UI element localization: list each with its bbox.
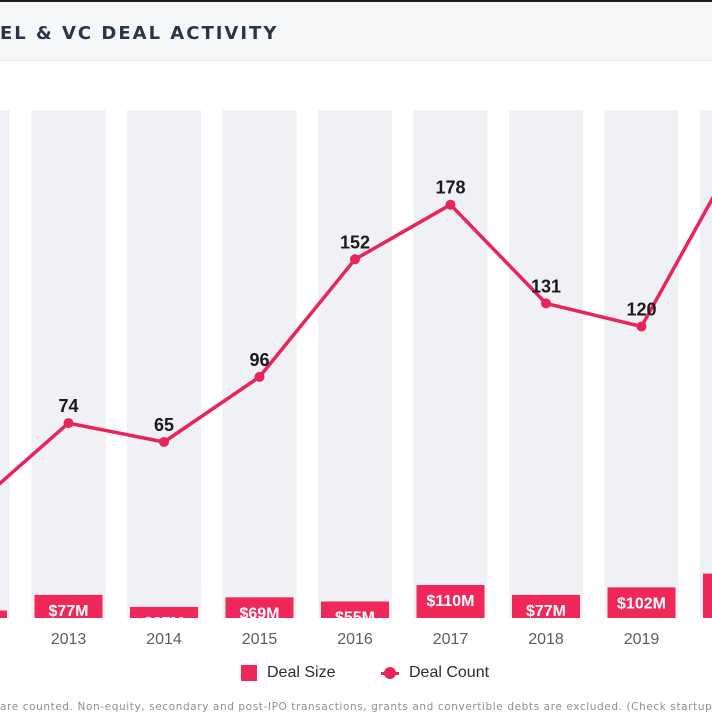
deal-size-bar[interactable] (0, 610, 7, 619)
deal-count-labels: 74 65 96 152 178 131 120 (58, 178, 656, 435)
column-background (413, 110, 488, 618)
deal-count-label: 178 (435, 178, 465, 198)
deal-count-point[interactable] (254, 371, 265, 382)
deal-size-bars (0, 573, 712, 619)
deal-size-label: $110M (426, 593, 474, 610)
deal-size-bar[interactable] (34, 594, 103, 618)
deal-size-label: $37M (144, 615, 184, 632)
x-axis-tick-labels: 2013 2014 2015 2016 2017 2018 2019 (51, 631, 660, 648)
deal-count-label: 74 (58, 396, 78, 416)
chart-legend: Deal Size Deal Count (0, 660, 712, 690)
deal-size-bar[interactable] (512, 594, 580, 618)
deal-count-label: 96 (249, 350, 269, 370)
column-background (318, 110, 392, 618)
column-background (222, 110, 297, 618)
deal-count-point[interactable] (159, 437, 169, 447)
legend-item-deal-size[interactable]: Deal Size (241, 664, 335, 682)
column-background (700, 110, 712, 618)
deal-count-label: 120 (626, 300, 656, 320)
x-tick-label: 2019 (624, 631, 660, 648)
footnote: are counted. Non-equity, secondary and p… (0, 701, 712, 713)
deal-count-label: 152 (340, 232, 370, 252)
deal-count-label: 131 (531, 276, 561, 296)
chart-title: EL & VC DEAL ACTIVITY (0, 23, 279, 44)
deal-size-bar[interactable] (607, 587, 676, 618)
deal-size-bar[interactable] (321, 601, 389, 619)
deal-size-label: $77M (48, 603, 88, 620)
chart-header: EL & VC DEAL ACTIVITY (0, 2, 712, 61)
legend-label-deal-size: Deal Size (267, 664, 336, 681)
deal-size-labels: $77M $37M $69M $55M $110M $77M $102M (48, 593, 665, 632)
x-tick-label: 2015 (242, 631, 278, 648)
deal-count-swatch (381, 666, 399, 680)
column-background (127, 110, 201, 618)
deal-activity-chart: $77M $37M $69M $55M $110M $77M $102M 74 65 96 152… (0, 110, 712, 648)
deal-count-series (0, 195, 712, 486)
column-background (0, 110, 10, 618)
x-tick-label: 2014 (146, 631, 182, 648)
deal-count-point[interactable] (445, 199, 456, 210)
deal-count-point[interactable] (63, 418, 74, 429)
column-backgrounds (0, 110, 712, 618)
column-background (31, 110, 106, 618)
x-tick-label: 2018 (528, 631, 564, 648)
deal-size-bar[interactable] (703, 573, 712, 618)
deal-size-bar[interactable] (225, 597, 294, 618)
deal-size-bar[interactable] (416, 585, 485, 618)
deal-size-label: $69M (239, 605, 279, 622)
deal-count-point[interactable] (350, 254, 360, 265)
x-tick-label: 2016 (337, 631, 373, 648)
x-tick-label: 2013 (51, 631, 87, 648)
x-tick-label: 2017 (433, 631, 469, 648)
deal-size-label: $55M (335, 610, 375, 627)
deal-count-point[interactable] (636, 321, 647, 332)
legend-label-deal-count: Deal Count (409, 664, 490, 681)
deal-count-label: 65 (154, 415, 174, 435)
deal-size-label: $77M (526, 603, 566, 620)
column-background (509, 110, 583, 618)
column-background (604, 110, 679, 618)
legend-item-deal-count[interactable]: Deal Count (381, 664, 489, 682)
deal-size-bar[interactable] (130, 606, 198, 618)
deal-count-point[interactable] (541, 298, 551, 309)
deal-size-swatch (241, 665, 257, 681)
top-border (0, 0, 712, 2)
deal-size-label: $102M (617, 595, 666, 612)
